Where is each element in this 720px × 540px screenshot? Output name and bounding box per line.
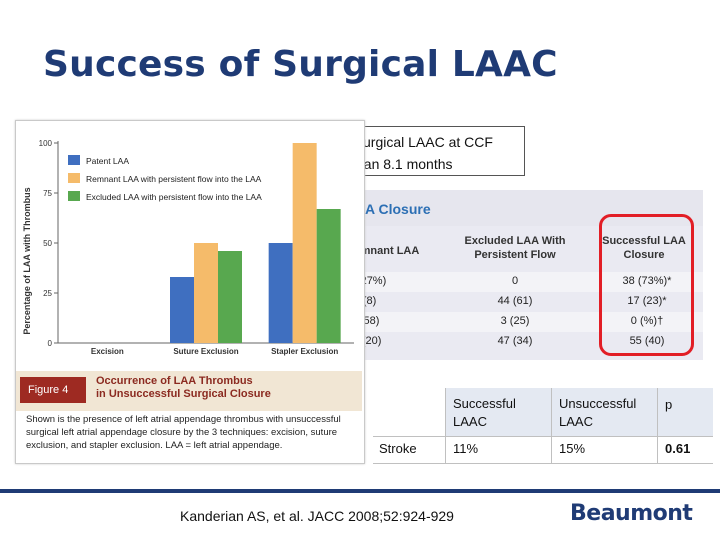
col-header-remnant: mnant LAA — [360, 245, 420, 257]
table-cell: 0 (%)† — [630, 315, 664, 327]
y-tick-label: 75 — [43, 189, 52, 198]
stroke-col-successful: Successful LAAC — [453, 396, 516, 429]
table-cell: 38 (73%)* — [622, 275, 672, 287]
slide-title: Success of Surgical LAAC — [43, 44, 558, 85]
outcome-table-header: A Closure — [365, 201, 431, 217]
x-category-label: Stapler Exclusion — [271, 347, 338, 356]
table-cell: 17 (23)* — [627, 295, 667, 307]
stroke-value-successful: 11% — [453, 441, 479, 456]
table-cell: 44 (61) — [497, 295, 533, 307]
info-box: surgical LAAC at CCF ean 8.1 months — [345, 126, 525, 176]
table-cell: 0 — [511, 275, 519, 287]
beaumont-logo: Beaumont — [570, 501, 693, 526]
outcome-table: A Closure mnant LAA Excluded LAA With Pe… — [345, 190, 703, 360]
stroke-value-unsuccessful: 15% — [559, 441, 586, 456]
table-cell: 47 (34) — [497, 335, 533, 347]
legend-swatch-patent — [68, 155, 80, 165]
figure-label: Figure 4 — [20, 377, 86, 403]
table-cell: 3 (25) — [500, 315, 530, 327]
outcome-table-header-band: A Closure — [345, 190, 703, 226]
legend-swatch-excluded — [68, 191, 80, 201]
x-category-label: Excision — [91, 347, 124, 356]
table-cell: 55 (40) — [629, 335, 665, 347]
stroke-col-p: p — [665, 397, 673, 412]
col-header-excluded: Excluded LAA With Persistent Flow — [464, 235, 566, 261]
figure-caption-band: Figure 4 Occurrence of LAA Thrombus in U… — [16, 371, 362, 411]
bar-suture-exclusion-0 — [170, 277, 194, 343]
divider — [445, 388, 446, 464]
y-tick-label: 50 — [43, 239, 52, 248]
divider — [373, 463, 713, 464]
legend-item-patent: Patent LAA — [86, 156, 129, 166]
stroke-value-p: 0.61 — [665, 441, 691, 456]
y-tick-label: 0 — [48, 339, 53, 348]
legend-swatch-remnant — [68, 173, 80, 183]
thrombus-bar-chart: Percentage of LAA with Thrombus 100 75 50 2… — [22, 139, 354, 356]
legend-item-excluded: Excluded LAA with persistent flow into t… — [86, 192, 262, 202]
table-row: 7 (58) 3 (25) 0 (%)† — [345, 312, 703, 332]
y-axis-label: Percentage of LAA with Thrombus — [22, 187, 32, 334]
bar-stapler-exclusion-1 — [292, 143, 317, 343]
info-line-2: ean 8.1 months — [356, 156, 453, 172]
footer-rule — [0, 489, 720, 493]
divider — [551, 388, 552, 464]
figure-title: Occurrence of LAA Thrombus in Unsuccessf… — [96, 375, 271, 401]
figure-title-line-2: in Unsuccessful Surgical Closure — [96, 388, 271, 400]
figure-title-line-1: Occurrence of LAA Thrombus — [96, 375, 253, 387]
y-tick-label: 25 — [43, 289, 52, 298]
stroke-row-label: Stroke — [379, 441, 417, 456]
figure-panel: Percentage of LAA with Thrombus 100 75 50 2… — [15, 120, 365, 464]
divider — [373, 436, 713, 437]
y-tick-label: 100 — [39, 139, 53, 148]
legend-item-remnant: Remnant LAA with persistent flow into th… — [86, 174, 262, 184]
stroke-table: Successful LAAC Unsuccessful LAAC p Stro… — [373, 388, 713, 464]
bar-stapler-exclusion-2 — [316, 209, 341, 343]
figure-caption: Shown is the presence of left atrial app… — [26, 414, 341, 451]
citation: Kanderian AS, et al. JACC 2008;52:924-92… — [180, 508, 454, 524]
stroke-table-header-band — [445, 388, 713, 436]
info-line-1: surgical LAAC at CCF — [356, 134, 493, 150]
stroke-col-unsuccessful: Unsuccessful LAAC — [559, 396, 637, 429]
bar-suture-exclusion-1 — [194, 243, 218, 343]
bar-stapler-exclusion-0 — [268, 243, 293, 343]
divider — [657, 388, 658, 464]
col-header-successful: Successful LAA Closure — [602, 235, 686, 261]
highlight-frame — [599, 214, 694, 356]
x-category-label: Suture Exclusion — [173, 347, 238, 356]
bar-suture-exclusion-2 — [218, 251, 242, 343]
